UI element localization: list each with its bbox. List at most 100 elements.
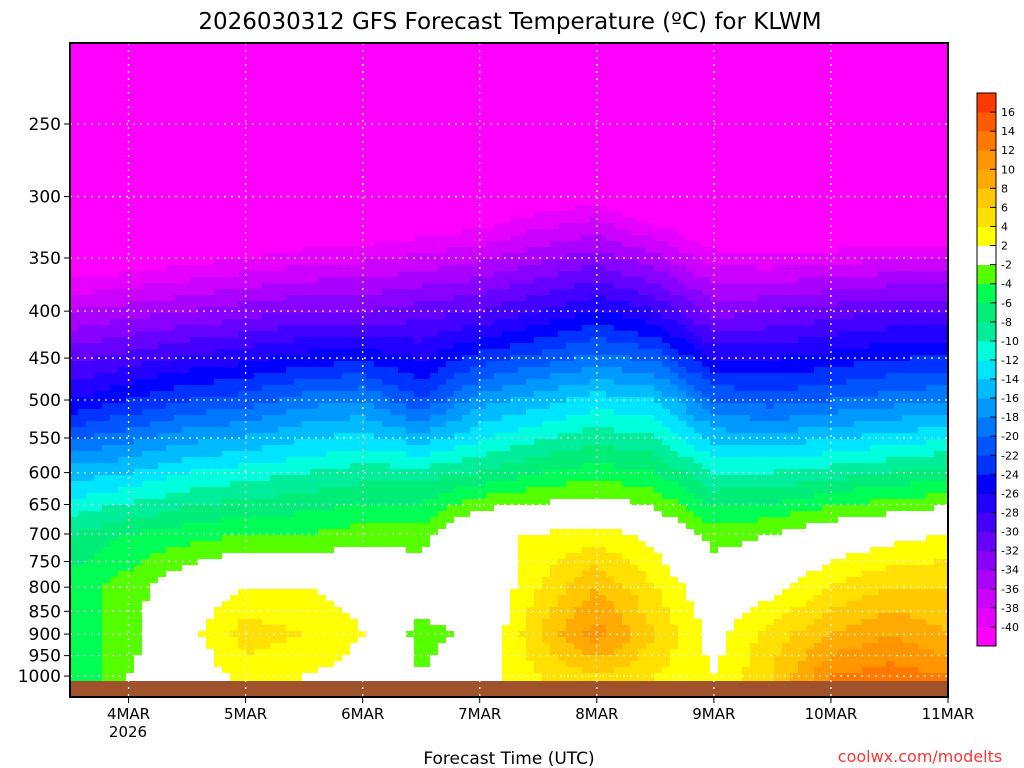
heat-cell [894, 139, 903, 146]
heat-cell [230, 49, 239, 56]
heat-cell [110, 145, 119, 152]
heat-cell [750, 205, 759, 212]
heat-cell [838, 55, 847, 62]
heat-cell [902, 235, 911, 242]
heat-cell [542, 205, 551, 212]
heat-cell [718, 97, 727, 104]
heat-cell [710, 151, 719, 158]
heat-cell [350, 229, 359, 236]
heat-cell [830, 157, 839, 164]
heat-cell [206, 241, 215, 248]
heat-cell [726, 205, 735, 212]
heat-cell [406, 229, 415, 236]
heat-cell [294, 283, 303, 290]
heat-cell [750, 109, 759, 116]
heat-cell [870, 55, 879, 62]
heat-cell [494, 169, 503, 176]
heat-cell [406, 247, 415, 254]
heat-cell [902, 229, 911, 236]
heat-cell [318, 277, 327, 284]
heat-cell [294, 157, 303, 164]
heat-cell [342, 217, 351, 224]
heat-cell [934, 277, 943, 284]
heat-cell [782, 43, 791, 50]
heat-cell [358, 277, 367, 284]
heat-cell [518, 163, 527, 170]
heat-cell [366, 169, 375, 176]
heat-cell [662, 43, 671, 50]
heat-cell [414, 145, 423, 152]
heat-cell [838, 265, 847, 272]
heat-cell [438, 181, 447, 188]
heat-cell [862, 205, 871, 212]
heat-cell [366, 91, 375, 98]
heat-cell [118, 97, 127, 104]
heat-cell [294, 247, 303, 254]
heat-cell [910, 181, 919, 188]
heat-cell [398, 163, 407, 170]
heat-cell [246, 103, 255, 110]
heat-cell [526, 73, 535, 80]
heat-cell [542, 67, 551, 74]
heat-cell [246, 175, 255, 182]
heat-cell [294, 91, 303, 98]
heat-cell [646, 301, 655, 308]
heat-cell [326, 157, 335, 164]
heat-cell [806, 181, 815, 188]
heat-cell [758, 91, 767, 98]
heat-cell [430, 313, 439, 320]
heat-cell [734, 271, 743, 278]
heat-cell [150, 289, 159, 296]
heat-cell [670, 271, 679, 278]
heat-cell [590, 181, 599, 188]
heat-cell [726, 265, 735, 272]
heat-cell [814, 283, 823, 290]
heat-cell [846, 259, 855, 266]
heat-cell [766, 259, 775, 266]
heat-cell [838, 133, 847, 140]
heat-cell [566, 295, 575, 302]
heat-cell [718, 217, 727, 224]
heat-cell [286, 157, 295, 164]
heat-cell [598, 109, 607, 116]
heat-cell [918, 307, 927, 314]
heat-cell [166, 253, 175, 260]
heat-cell [470, 49, 479, 56]
heat-cell [230, 223, 239, 230]
heat-cell [654, 235, 663, 242]
heat-cell [670, 241, 679, 248]
heat-cell [942, 139, 949, 146]
heat-cell [582, 265, 591, 272]
heat-cell [478, 289, 487, 296]
heat-cell [214, 79, 223, 86]
heat-cell [246, 247, 255, 254]
heat-cell [182, 229, 191, 236]
heat-cell [462, 265, 471, 272]
heat-cell [518, 307, 527, 314]
heat-cell [414, 175, 423, 182]
heat-cell [294, 67, 303, 74]
heat-cell [294, 109, 303, 116]
heat-cell [910, 115, 919, 122]
heat-cell [238, 157, 247, 164]
heat-cell [870, 187, 879, 194]
heat-cell [166, 181, 175, 188]
heat-cell [214, 103, 223, 110]
heat-cell [198, 187, 207, 194]
heat-cell [318, 79, 327, 86]
heat-cell [438, 253, 447, 260]
heat-cell [78, 43, 87, 50]
heat-cell [326, 289, 335, 296]
heat-cell [70, 163, 79, 170]
heat-cell [670, 43, 679, 50]
heat-cell [422, 43, 431, 50]
heat-cell [830, 61, 839, 68]
heat-cell [366, 265, 375, 272]
heat-cell [350, 175, 359, 182]
heat-cell [574, 79, 583, 86]
heat-cell [750, 199, 759, 206]
heat-cell [374, 115, 383, 122]
heat-cell [422, 151, 431, 158]
heat-cell [422, 283, 431, 290]
